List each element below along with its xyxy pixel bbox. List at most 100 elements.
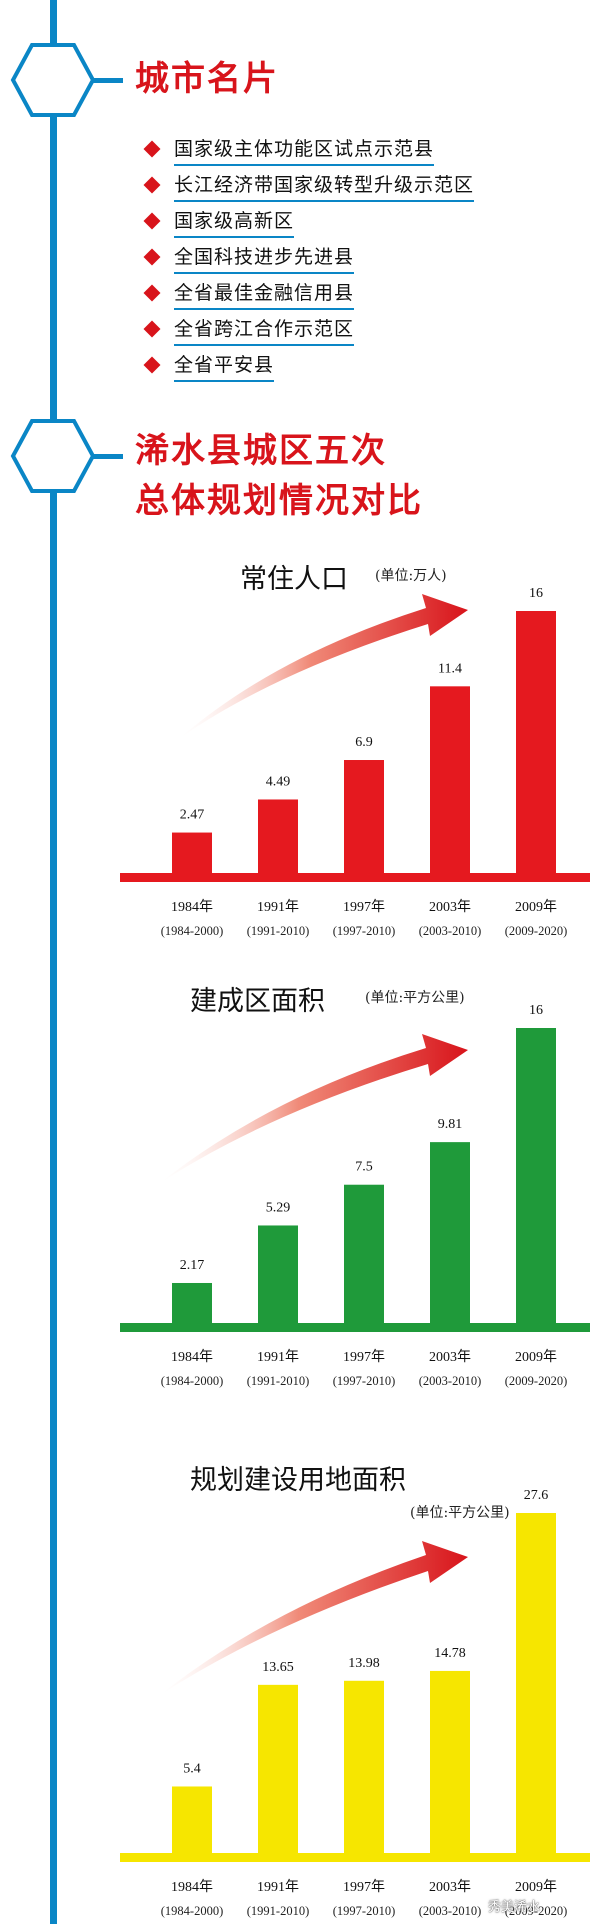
diamond-bullet-icon (143, 284, 161, 302)
category-period-label: (2009-2020) (505, 1374, 568, 1388)
chart-baseline (120, 1853, 590, 1862)
diamond-bullet-icon (143, 320, 161, 338)
bar (344, 1680, 384, 1853)
bar (430, 1670, 470, 1853)
bar-value-label: 5.29 (266, 1200, 291, 1215)
bar (344, 1184, 384, 1323)
diamond-bullet-icon (143, 248, 161, 266)
category-period-label: (1991-2010) (247, 1904, 310, 1918)
hexagon-connector (93, 454, 123, 459)
category-period-label: (1997-2010) (333, 924, 396, 938)
category-period-label: (1997-2010) (333, 1904, 396, 1918)
hexagon-icon (10, 42, 96, 118)
bar-value-label: 4.49 (266, 774, 291, 789)
bar (172, 1282, 212, 1323)
growth-arrow-icon (180, 594, 468, 738)
bar (258, 1225, 298, 1323)
hexagon-connector (93, 78, 123, 83)
bar-value-label: 5.4 (183, 1761, 201, 1776)
growth-arrow-icon (160, 1034, 468, 1183)
category-year-label: 1997年 (343, 1349, 385, 1365)
category-year-label: 2009年 (515, 1879, 557, 1895)
honor-item: 长江经济带国家级转型升级示范区 (140, 168, 475, 204)
chart-unit-label: (单位:平方公里) (410, 1505, 510, 1521)
city-card-title: 城市名片 (135, 59, 279, 99)
chart-unit-label: (单位:平方公里) (365, 990, 465, 1006)
category-year-label: 1984年 (171, 899, 213, 915)
honor-item: 国家级高新区 (140, 204, 474, 240)
bar-value-label: 2.47 (180, 808, 205, 823)
category-year-label: 1984年 (171, 1879, 213, 1895)
bar (258, 1684, 298, 1853)
built-area-bar-chart: 建成区面积 (单位:平方公里) 2.17 1984年 (1984-2000) 5.29 19… (120, 986, 590, 1388)
honor-item: 全省平安县 (140, 348, 474, 384)
diamond-bullet-icon (143, 176, 161, 194)
bar (516, 1028, 556, 1323)
planned-land-bar-chart: 规划建设用地面积(单位:平方公里) 5.4 1984年 (1984-2000) 13.6… (120, 1465, 590, 1918)
bar-value-label: 11.4 (438, 661, 462, 676)
bar-value-label: 16 (529, 1003, 543, 1018)
chart-title: 规划建设用地面积 (190, 1465, 406, 1496)
bar (516, 611, 556, 873)
category-period-label: (2009-2020) (505, 1904, 568, 1918)
category-period-label: (1991-2010) (247, 1374, 310, 1388)
population-bar-chart: 常住人口 (单位:万人) 2.47 1984年 (1984-2000) 4.49 1991年… (120, 564, 590, 938)
category-period-label: (2003-2010) (419, 1374, 482, 1388)
category-period-label: (2003-2010) (419, 1904, 482, 1918)
bar-value-label: 7.5 (355, 1160, 373, 1175)
category-period-label: (1984-2000) (161, 1904, 224, 1918)
chart-title: 建成区面积 (190, 986, 325, 1017)
bar-value-label: 16 (529, 586, 543, 601)
comparison-title-line2: 总体规划情况对比 (135, 481, 423, 521)
chart-unit-label: (单位:万人) (375, 568, 447, 584)
hexagon-icon (10, 418, 96, 494)
bar (258, 799, 298, 873)
bar-value-label: 14.78 (434, 1646, 466, 1661)
category-year-label: 1984年 (171, 1349, 213, 1365)
bar (516, 1513, 556, 1853)
category-period-label: (1984-2000) (161, 924, 224, 938)
category-period-label: (2009-2020) (505, 924, 568, 938)
bar-value-label: 13.98 (348, 1656, 380, 1671)
bar-value-label: 27.6 (524, 1488, 549, 1503)
watermark-text: 秀美浠水 (488, 1900, 541, 1915)
chart-title: 常住人口 (240, 564, 348, 595)
growth-arrow-icon (160, 1541, 468, 1695)
category-period-label: (1991-2010) (247, 924, 310, 938)
category-period-label: (2003-2010) (419, 924, 482, 938)
category-year-label: 2003年 (429, 1879, 471, 1895)
category-year-label: 1997年 (343, 899, 385, 915)
chart-baseline (120, 873, 590, 882)
honor-item: 国家级主体功能区试点示范县 (140, 132, 474, 168)
bar (172, 832, 212, 873)
chart-planned-land: 规划建设用地面积 (单位:平方公里) 5.4 1984年 (1984-2000) 13.6… (120, 1445, 590, 1919)
category-year-label: 2009年 (515, 899, 557, 915)
comparison-title-line1: 浠水县城区五次 (135, 431, 387, 471)
category-year-label: 2003年 (429, 1349, 471, 1365)
bar (172, 1786, 212, 1853)
diamond-bullet-icon (143, 140, 161, 158)
bar-value-label: 9.81 (438, 1117, 463, 1132)
bar-value-label: 13.65 (262, 1660, 294, 1675)
honor-list: 国家级主体功能区试点示范县 长江经济带国家级转型升级示范区 国家级高新区 全国科… (140, 132, 475, 384)
category-year-label: 2003年 (429, 899, 471, 915)
category-year-label: 1991年 (257, 1349, 299, 1365)
chart-baseline (120, 1323, 590, 1332)
bar (344, 760, 384, 873)
category-period-label: (1997-2010) (333, 1374, 396, 1388)
bar-value-label: 6.9 (355, 735, 373, 750)
timeline-spine (50, 0, 57, 1924)
category-period-label: (1984-2000) (161, 1374, 224, 1388)
category-year-label: 2009年 (515, 1349, 557, 1365)
diamond-bullet-icon (143, 212, 161, 230)
bar (430, 686, 470, 873)
category-year-label: 1991年 (257, 1879, 299, 1895)
bar (430, 1142, 470, 1323)
honor-item: 全国科技进步先进县 (140, 240, 474, 276)
category-year-label: 1997年 (343, 1879, 385, 1895)
chart-population: 常住人口 (单位:万人) 2.47 1984年 (1984-2000) 4.49 1991年… (120, 538, 590, 942)
diamond-bullet-icon (143, 356, 161, 374)
honor-item: 全省最佳金融信用县 (140, 276, 474, 312)
category-year-label: 1991年 (257, 899, 299, 915)
honor-item: 全省跨江合作示范区 (140, 312, 474, 348)
